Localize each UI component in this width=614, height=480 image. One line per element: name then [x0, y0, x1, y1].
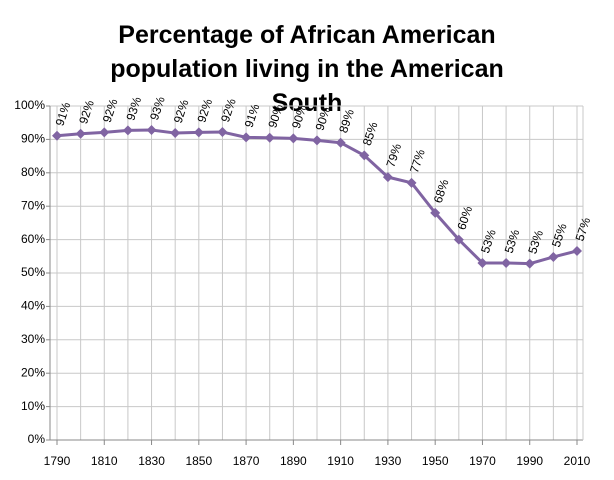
data-point [193, 127, 204, 138]
y-tick-label: 20% [21, 365, 45, 379]
data-label: 91% [53, 100, 74, 127]
x-tick-label: 1910 [327, 454, 354, 468]
data-point [170, 128, 181, 139]
data-point [288, 133, 299, 144]
data-point [217, 127, 228, 138]
data-label: 90% [313, 105, 334, 132]
data-label: 77% [407, 147, 428, 174]
data-point [359, 150, 370, 161]
data-point [122, 125, 133, 136]
data-point [335, 137, 346, 148]
chart-title: Percentage of African American populatio… [110, 21, 504, 117]
data-label: 53% [502, 227, 523, 254]
y-tick-label: 40% [21, 299, 45, 313]
y-tick-label: 0% [28, 432, 46, 446]
x-tick-label: 1970 [469, 454, 496, 468]
x-tick-label: 1990 [516, 454, 543, 468]
data-point [477, 257, 488, 268]
data-point [241, 132, 252, 143]
data-point [453, 234, 464, 245]
data-point [75, 128, 86, 139]
y-tick-label: 60% [21, 232, 45, 246]
y-tick-label: 10% [21, 399, 45, 413]
x-tick-label: 1950 [422, 454, 449, 468]
data-label: 57% [573, 215, 594, 242]
data-point [406, 177, 417, 188]
data-label: 92% [218, 96, 239, 123]
data-label: 92% [76, 98, 97, 125]
data-point [382, 172, 393, 183]
y-tick-label: 80% [21, 165, 45, 179]
data-label: 92% [100, 97, 121, 124]
x-tick-label: 1850 [185, 454, 212, 468]
data-label: 79% [383, 142, 404, 169]
y-tick-label: 30% [21, 332, 45, 346]
x-tick-label: 1810 [91, 454, 118, 468]
data-point [264, 132, 275, 143]
x-tick-label: 1870 [233, 454, 260, 468]
data-label: 90% [289, 103, 310, 130]
data-label: 55% [549, 221, 570, 248]
data-label: 60% [454, 204, 475, 231]
data-label: 93% [123, 95, 144, 122]
data-label: 93% [147, 94, 168, 121]
data-point [146, 125, 157, 136]
data-point [572, 245, 582, 256]
y-tick-label: 50% [21, 265, 45, 279]
data-label: 53% [525, 228, 546, 255]
data-label: 92% [171, 97, 192, 124]
data-point [52, 130, 62, 141]
x-tick-label: 1790 [44, 454, 71, 468]
y-tick-label: 90% [21, 132, 45, 146]
y-tick-label: 70% [21, 198, 45, 212]
data-label: 92% [194, 97, 215, 124]
data-label: 85% [360, 120, 381, 147]
data-point [312, 135, 322, 146]
x-tick-label: 1930 [375, 454, 402, 468]
data-point [430, 207, 441, 218]
data-point [524, 258, 535, 269]
data-label: 53% [478, 227, 499, 254]
data-label: 89% [336, 107, 357, 134]
y-tick-label: 100% [14, 98, 45, 112]
data-point [99, 127, 110, 138]
data-point [501, 257, 512, 268]
data-point [548, 251, 559, 262]
x-tick-label: 1830 [138, 454, 165, 468]
x-tick-label: 1890 [280, 454, 307, 468]
data-label: 68% [431, 177, 452, 204]
x-tick-label: 2010 [564, 454, 591, 468]
